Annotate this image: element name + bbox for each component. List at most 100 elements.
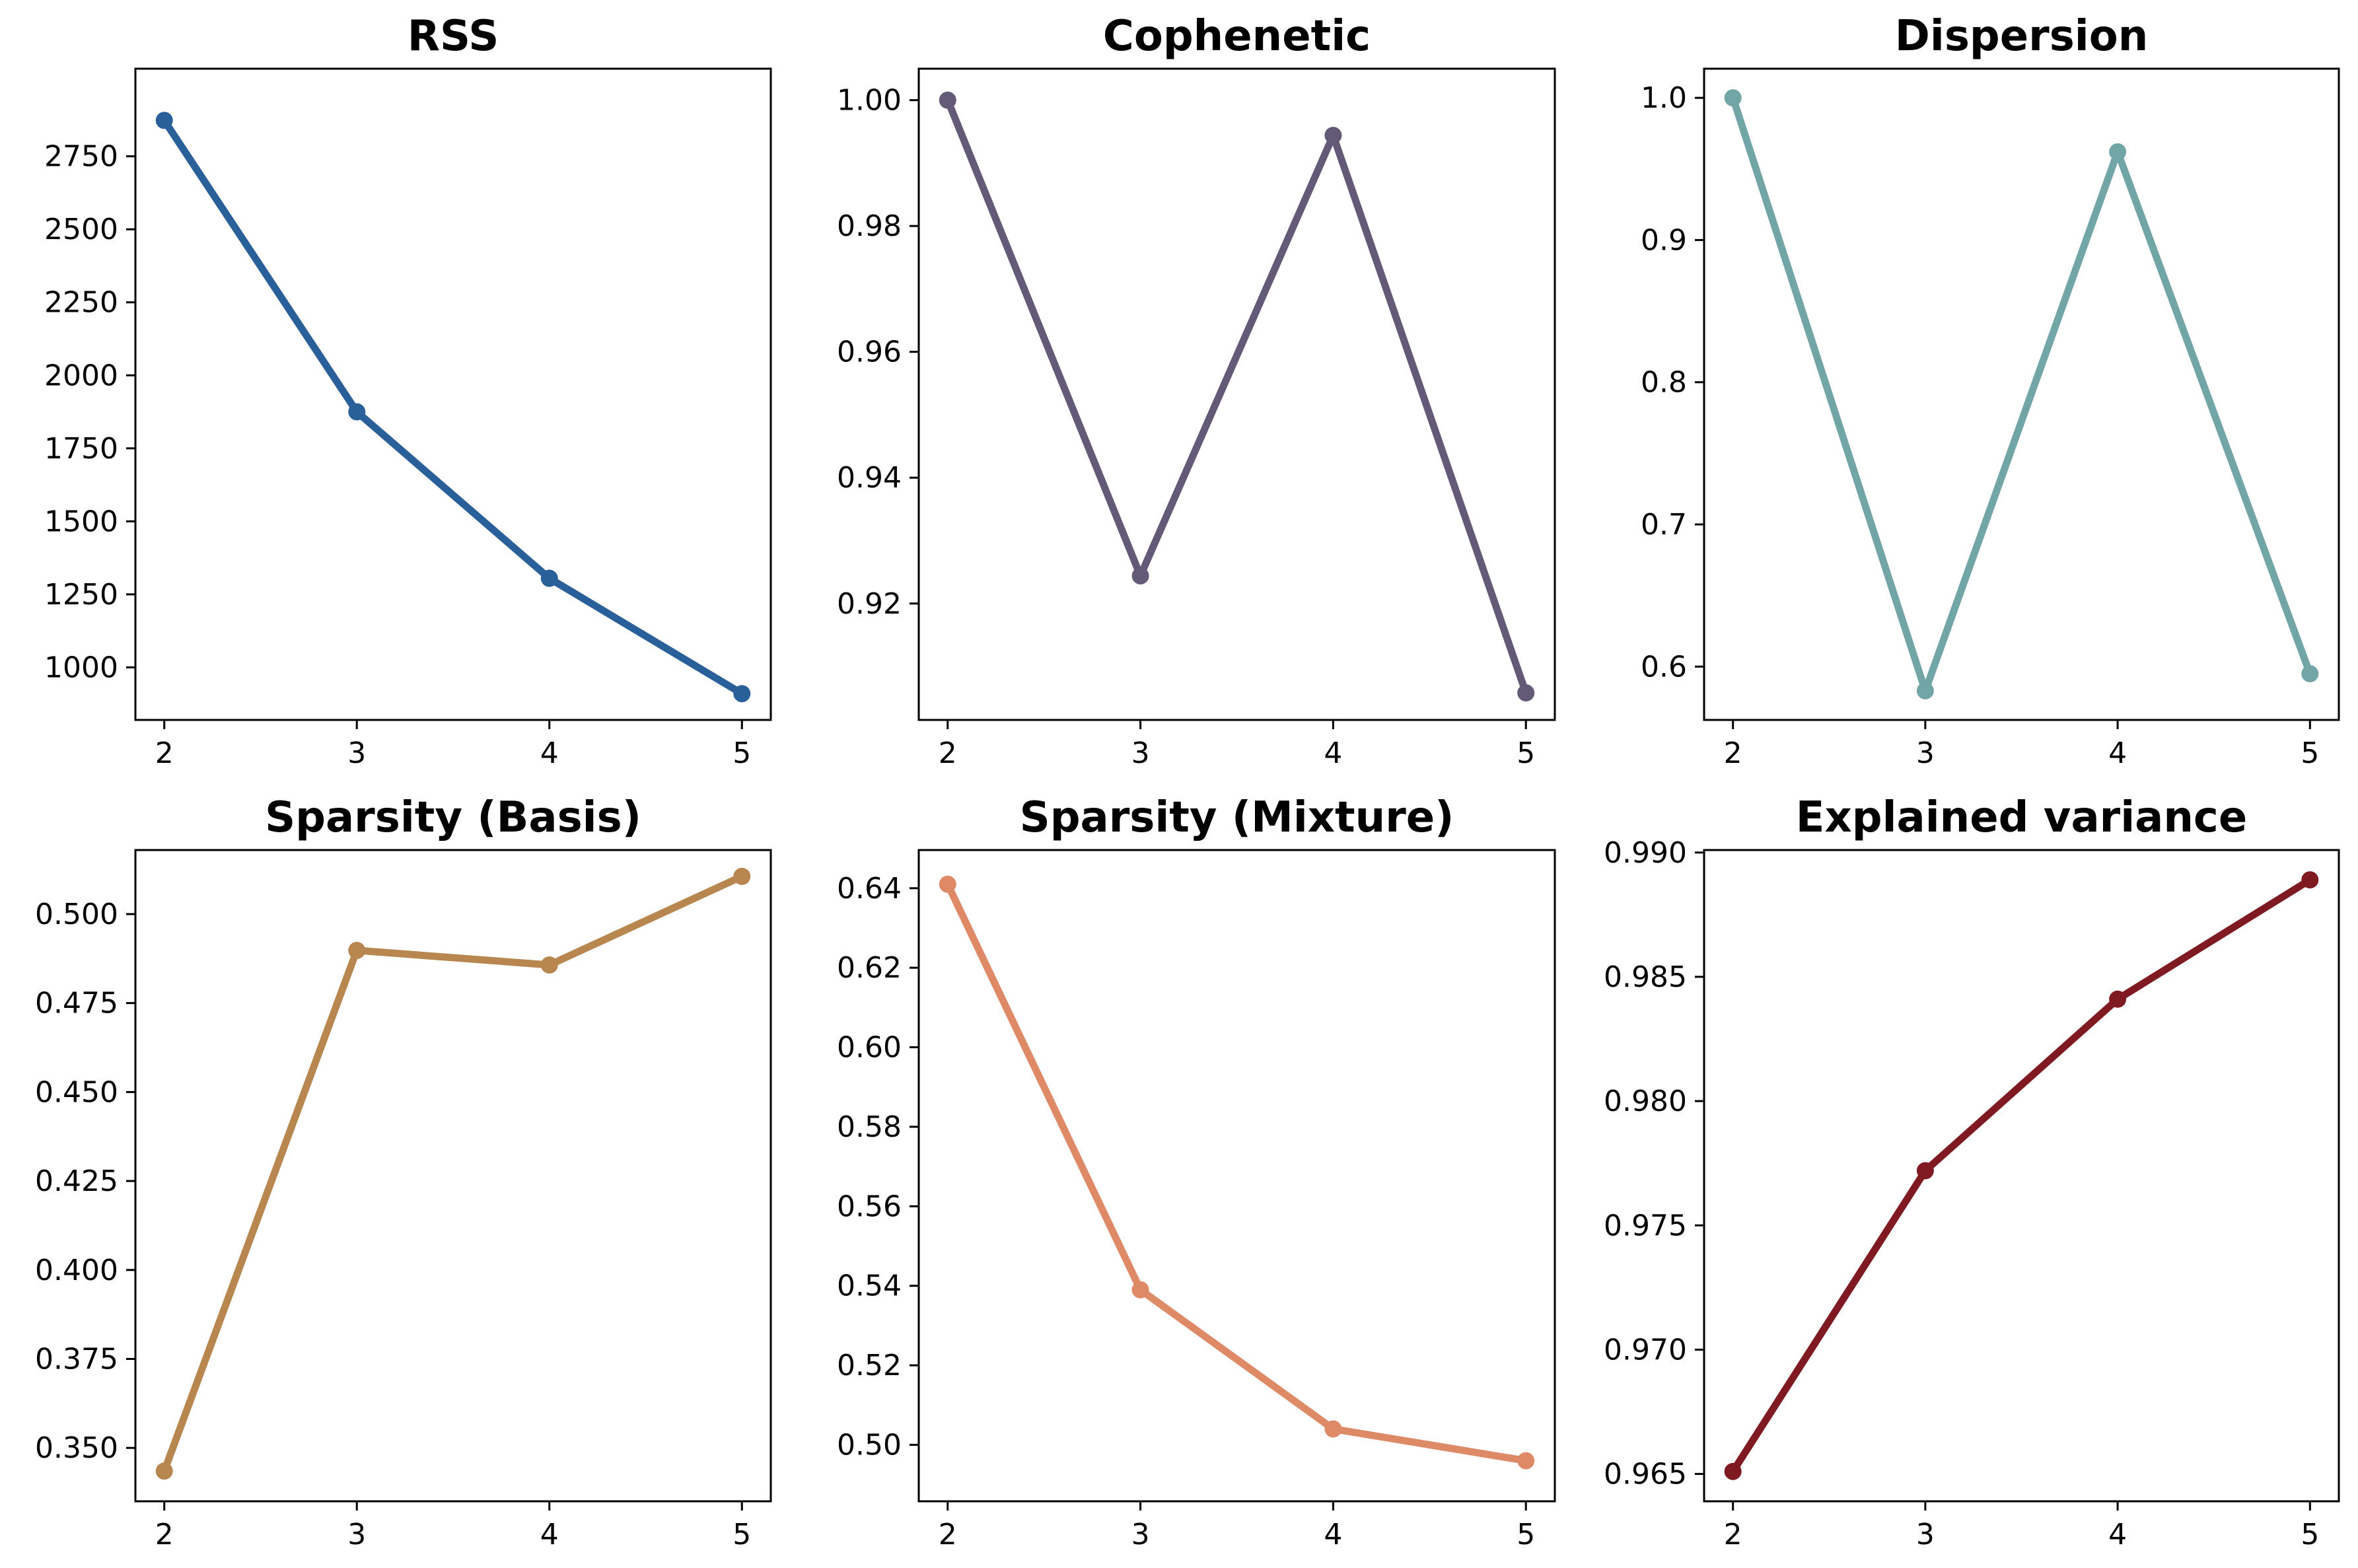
data-point	[1916, 1162, 1934, 1180]
x-tick-label: 5	[732, 1518, 751, 1551]
axes-frame	[917, 67, 1556, 721]
axes-frame	[134, 67, 772, 721]
subplot-title: Sparsity (Mixture)	[1020, 793, 1454, 842]
x-tick-label: 4	[1324, 736, 1342, 770]
x-tick-label: 5	[2301, 1518, 2319, 1551]
subplot-5: Sparsity (Mixture) 0.50 0.52 0.54 0.56 0.58 0.…	[837, 793, 1556, 1551]
y-tick-label: 0.92	[837, 587, 902, 621]
x-tick-label: 2	[1724, 1518, 1742, 1551]
series-line	[944, 880, 1530, 1465]
x-tick-label: 3	[1916, 736, 1935, 770]
y-tick-label: 0.375	[35, 1342, 118, 1376]
series-line	[161, 873, 746, 1475]
subplot-3: Dispersion 0.6 0.7 0.8 0.9 1.0 2 3 4 5	[1641, 12, 2340, 770]
y-tick-label: 0.52	[837, 1349, 902, 1382]
data-point	[1131, 567, 1149, 585]
x-tick-label: 5	[732, 736, 751, 770]
y-tick-label: 1000	[44, 651, 118, 684]
y-tick-label: 0.980	[1604, 1085, 1687, 1118]
y-tick-label: 0.400	[35, 1254, 118, 1287]
series-line	[1729, 94, 2314, 695]
y-tick-label: 0.8	[1641, 366, 1687, 400]
y-tick-label: 0.7	[1641, 508, 1687, 542]
x-tick-label: 4	[2108, 736, 2127, 770]
axes-frame	[134, 849, 772, 1503]
x-tick-label: 2	[939, 736, 957, 770]
x-tick-label: 5	[2301, 736, 2319, 770]
data-point	[1916, 682, 1934, 699]
data-point	[155, 1462, 173, 1480]
series-line	[161, 116, 746, 697]
y-tick-label: 2000	[44, 359, 118, 392]
y-tick-label: 2500	[44, 213, 118, 246]
y-tick-label: 0.6	[1641, 650, 1687, 684]
x-tick-label: 4	[540, 736, 559, 770]
x-tick-label: 4	[2108, 1518, 2127, 1551]
data-point	[1517, 1452, 1535, 1470]
y-tick-label: 0.50	[837, 1429, 902, 1462]
data-point	[1517, 684, 1535, 702]
subplot-4: Sparsity (Basis) 0.350 0.375 0.400 0.425 0.45…	[35, 793, 772, 1551]
axes-frame	[1703, 849, 2340, 1503]
data-point	[939, 91, 956, 109]
subplot-title: Dispersion	[1895, 12, 2149, 61]
y-tick-label: 0.500	[35, 898, 118, 931]
y-tick-label: 0.970	[1604, 1333, 1687, 1367]
data-point	[1724, 89, 1742, 107]
x-tick-label: 3	[347, 736, 366, 770]
data-point	[733, 867, 751, 885]
y-tick-label: 0.60	[837, 1031, 902, 1065]
data-point	[2109, 143, 2127, 160]
data-point	[540, 956, 558, 974]
y-tick-label: 0.98	[837, 209, 902, 243]
x-tick-label: 4	[1324, 1518, 1342, 1551]
subplot-1: RSS 1000 1250 1500 1750 2000 2250 2500 2750 2 3 4 5	[44, 12, 772, 770]
y-tick-label: 0.58	[837, 1110, 902, 1144]
y-tick-label: 0.64	[837, 872, 902, 906]
subplot-title: Cophenetic	[1103, 12, 1371, 61]
subplot-title: RSS	[408, 12, 499, 61]
data-point	[1324, 126, 1342, 144]
data-point	[1131, 1281, 1149, 1299]
data-point	[733, 685, 751, 703]
data-point	[939, 875, 956, 893]
series-line	[944, 96, 1530, 697]
subplot-title: Explained variance	[1796, 793, 2247, 842]
axes-frame	[1703, 67, 2340, 721]
x-tick-label: 2	[939, 1518, 957, 1551]
y-tick-label: 0.350	[35, 1431, 118, 1465]
data-point	[1324, 1420, 1342, 1438]
y-tick-label: 2750	[44, 140, 118, 174]
y-tick-label: 0.990	[1604, 836, 1687, 870]
y-tick-label: 1250	[44, 578, 118, 612]
x-tick-label: 2	[1724, 736, 1742, 770]
data-point	[348, 403, 366, 421]
data-point	[2301, 665, 2319, 683]
x-tick-label: 2	[155, 736, 174, 770]
subplot-6: Explained variance 0.965 0.970 0.975 0.980 0.…	[1604, 793, 2340, 1551]
axes-frame	[917, 849, 1556, 1503]
x-tick-label: 4	[540, 1518, 559, 1551]
data-point	[2109, 990, 2127, 1008]
data-point	[1724, 1462, 1742, 1480]
x-tick-label: 3	[1131, 1518, 1150, 1551]
y-tick-label: 1500	[44, 505, 118, 538]
y-tick-label: 0.975	[1604, 1209, 1687, 1242]
data-point	[2301, 871, 2319, 889]
y-tick-label: 0.475	[35, 987, 118, 1020]
x-tick-label: 3	[1131, 736, 1150, 770]
y-tick-label: 0.985	[1604, 960, 1687, 994]
y-tick-label: 0.62	[837, 951, 902, 985]
subplot-title: Sparsity (Basis)	[265, 793, 641, 842]
y-tick-label: 0.96	[837, 336, 902, 369]
y-tick-label: 1750	[44, 432, 118, 466]
data-point	[540, 569, 558, 587]
x-tick-label: 3	[347, 1518, 366, 1551]
y-tick-label: 0.56	[837, 1190, 902, 1223]
x-tick-label: 2	[155, 1518, 174, 1551]
y-tick-label: 0.94	[837, 461, 902, 495]
y-tick-label: 1.0	[1641, 81, 1687, 115]
y-tick-label: 0.9	[1641, 223, 1687, 257]
x-tick-label: 5	[1517, 736, 1535, 770]
